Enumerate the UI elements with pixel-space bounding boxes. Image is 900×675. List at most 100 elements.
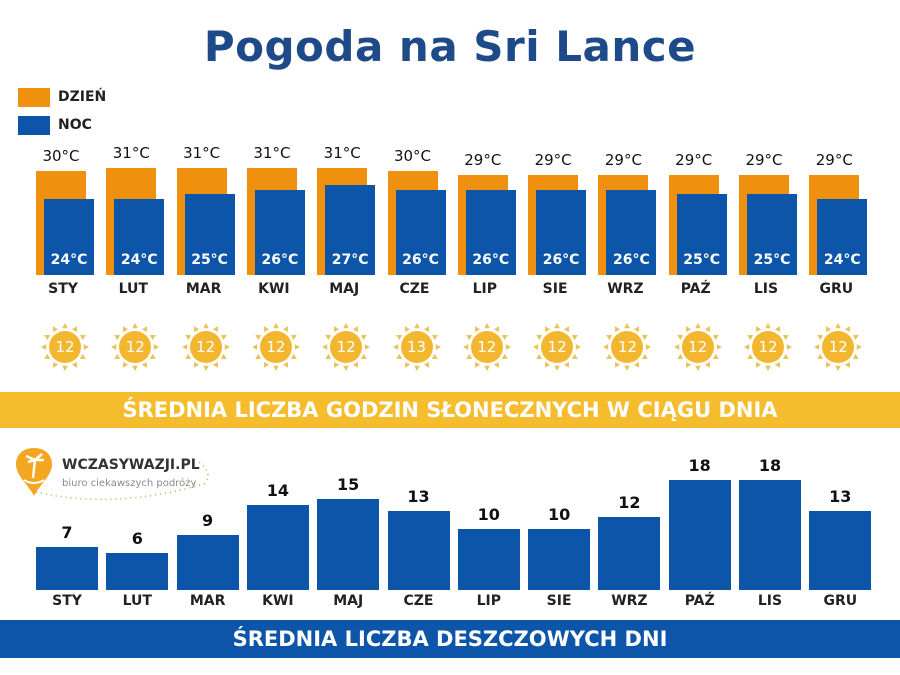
rain-value-label: 14 [266, 480, 290, 500]
day-temp-label: 29°C [675, 150, 713, 169]
rain-bar [668, 480, 731, 590]
rain-value-label: 13 [829, 486, 852, 506]
day-temp-label: 31°C [112, 143, 150, 162]
rain-value-label: 9 [202, 511, 214, 531]
day-temp-label: 30°C [393, 147, 432, 165]
rain-bar [598, 516, 661, 590]
sun-icon [744, 323, 792, 371]
sunshine-hours-value: 12 [688, 338, 708, 356]
sunshine-hours-value: 12 [196, 338, 216, 356]
night-temp-label: 26°C [402, 252, 439, 268]
sunshine-hours-value: 12 [828, 338, 848, 356]
month-label: KWI [258, 281, 290, 297]
day-temp-label: 31°C [183, 143, 221, 162]
month-label: KWI [262, 593, 294, 609]
month-label: MAJ [333, 593, 364, 609]
rain-value-label: 15 [337, 474, 360, 494]
night-temp-label: 25°C [191, 252, 228, 268]
month-label: CZE [399, 281, 430, 297]
month-label: PAŹ [680, 281, 711, 297]
sun-icon [322, 323, 371, 371]
sunshine-hours-value: 12 [547, 338, 567, 356]
sun-icon [673, 323, 722, 371]
month-label: LIP [476, 593, 501, 609]
rain-bar [387, 510, 450, 590]
night-bar [44, 199, 94, 275]
night-temp-label: 26°C [613, 252, 650, 268]
day-temp-label: 29°C [815, 150, 853, 169]
night-bar [114, 199, 165, 275]
rain-bar [528, 529, 591, 590]
month-label: STY [48, 281, 78, 297]
rain-bar [176, 535, 239, 590]
sun-icon [462, 323, 511, 371]
day-temp-label: 29°C [745, 150, 783, 169]
night-temp-label: 26°C [261, 252, 299, 268]
sunshine-hours-value: 12 [266, 338, 286, 356]
sun-icon [603, 323, 652, 371]
sun-icon [533, 323, 582, 371]
night-bar [747, 194, 797, 275]
night-temp-label: 25°C [753, 252, 791, 268]
sun-icon [392, 323, 441, 371]
night-bar [606, 189, 657, 275]
month-label: MAR [189, 593, 226, 609]
sun-icon [181, 323, 230, 371]
legend-label-day: DZIEŃ [58, 89, 107, 105]
sun-icon [814, 323, 863, 371]
month-label: STY [52, 593, 82, 609]
month-label: LUT [118, 281, 148, 297]
sunshine-hours-value: 12 [477, 338, 497, 356]
day-temp-label: 30°C [42, 147, 80, 165]
sunshine-hours-value: 12 [55, 338, 75, 356]
night-temp-label: 25°C [683, 252, 721, 268]
night-temp-label: 24°C [120, 252, 158, 268]
rain-bar [246, 504, 309, 590]
rain-value-label: 12 [618, 492, 641, 512]
legend-swatch-day [18, 88, 50, 107]
month-label: GRU [819, 281, 854, 297]
sunshine-band: ŚREDNIA LICZBA GODZIN SŁONECZNYCH W CIĄG… [0, 392, 900, 428]
rain-value-label: 13 [407, 486, 430, 506]
night-bar [395, 189, 446, 275]
day-temp-label: 29°C [604, 150, 642, 169]
sun-icon [41, 323, 89, 371]
palm-pin-icon [16, 448, 209, 501]
night-bar [184, 194, 235, 275]
rain-bar [457, 529, 520, 590]
night-temp-label: 26°C [472, 252, 510, 268]
rain-bar [317, 498, 380, 590]
rain-value-label: 7 [61, 523, 73, 543]
sunshine-hours-value: 12 [758, 338, 778, 356]
night-bar [325, 185, 376, 275]
rain-bar [36, 547, 98, 590]
month-label: MAJ [329, 281, 360, 297]
sunshine-hours-value: 12 [125, 338, 145, 356]
rain-bar [809, 510, 872, 590]
sun-icon [251, 323, 300, 371]
sunshine-hours-value: 12 [336, 338, 356, 356]
rain-value-label: 6 [131, 529, 143, 549]
month-label: LUT [122, 593, 152, 609]
day-temp-label: 29°C [534, 150, 572, 169]
month-label: LIP [472, 281, 497, 297]
rain-value-label: 18 [688, 456, 711, 476]
night-temp-label: 24°C [50, 252, 88, 268]
rain-value-label: 10 [547, 505, 571, 524]
night-temp-label: 26°C [542, 252, 580, 268]
logo [14, 444, 214, 514]
night-bar [536, 189, 587, 275]
month-label: SIE [546, 593, 572, 609]
month-label: WRZ [611, 593, 648, 609]
day-temp-label: 31°C [253, 143, 291, 162]
day-temp-label: 29°C [464, 150, 502, 169]
month-label: CZE [403, 593, 434, 609]
sun-icon [111, 323, 160, 371]
month-label: MAR [185, 281, 222, 297]
logo-name: WCZASYWAZJI.PL [62, 457, 200, 473]
rain-bar [739, 480, 801, 590]
night-bar [254, 189, 305, 275]
day-temp-label: 31°C [323, 143, 361, 162]
night-bar [465, 189, 516, 275]
night-temp-label: 27°C [331, 252, 369, 268]
